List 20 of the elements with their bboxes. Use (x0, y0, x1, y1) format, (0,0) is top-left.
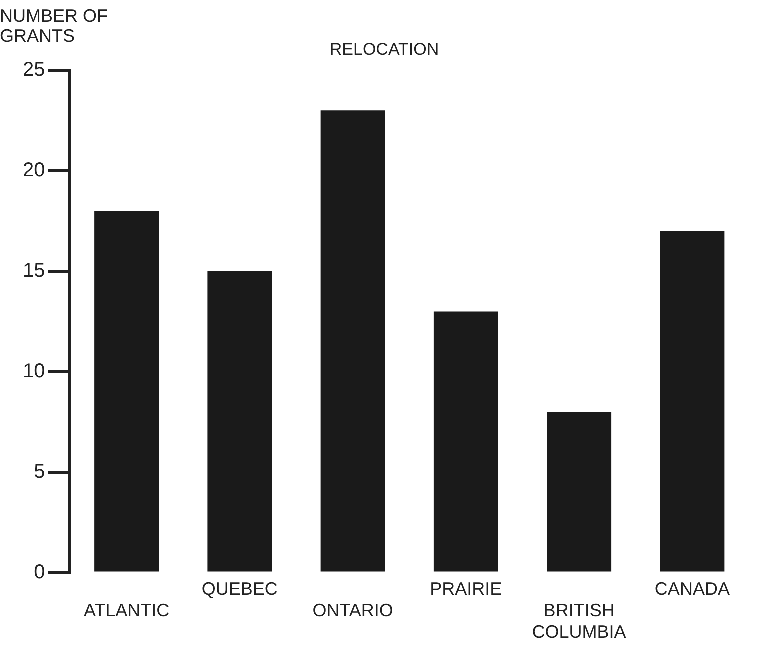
x-tick-label: CANADA (654, 578, 730, 599)
bar (94, 211, 160, 572)
x-tick-label: ATLANTIC (84, 600, 170, 621)
y-tick-label: 15 (22, 260, 46, 282)
x-tick-label: BRITISH COLUMBIA (532, 600, 626, 642)
bar (434, 312, 498, 572)
x-tick-label: ONTARIO (312, 600, 394, 621)
bar (208, 272, 272, 572)
y-axis-title: NUMBER OF GRANTS (0, 6, 109, 46)
y-tick-label: 0 (34, 562, 46, 584)
bar (320, 110, 386, 572)
x-tick-label: PRAIRIE (430, 578, 502, 599)
chart-title: RELOCATION (330, 40, 440, 59)
y-tick-label: 20 (22, 159, 46, 182)
y-tick-label: 10 (22, 360, 46, 383)
bar (547, 412, 612, 572)
y-tick-label: 5 (34, 461, 46, 484)
y-tick-label: 25 (22, 58, 46, 81)
x-tick-label: QUEBEC (202, 578, 278, 599)
bar (660, 231, 725, 572)
